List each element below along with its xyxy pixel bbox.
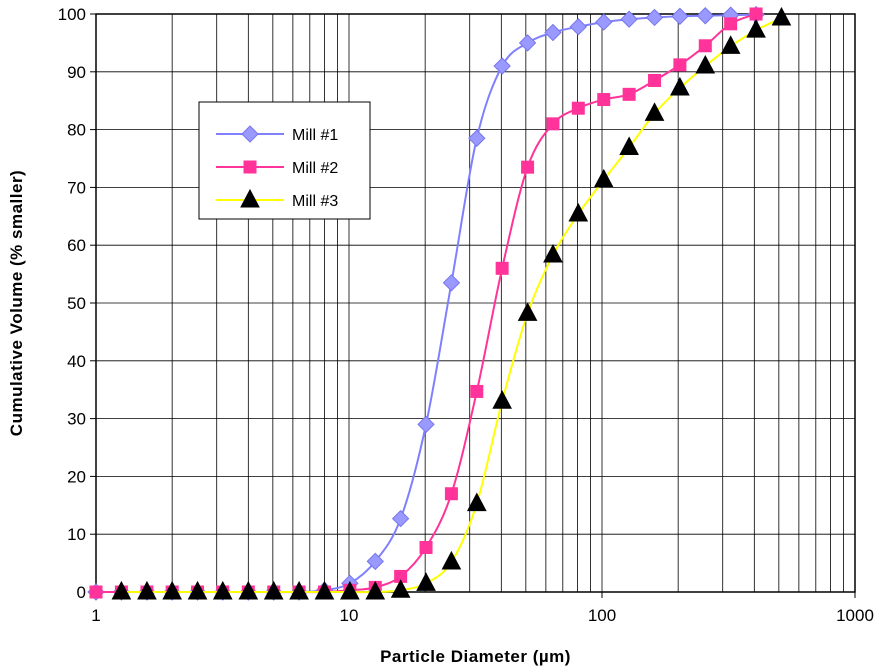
data-point bbox=[645, 8, 664, 27]
data-point bbox=[698, 39, 712, 53]
y-tick-label: 100 bbox=[58, 5, 86, 24]
data-point bbox=[441, 550, 462, 570]
legend-marker bbox=[241, 125, 259, 143]
data-point bbox=[518, 34, 537, 52]
data-point bbox=[492, 390, 512, 409]
data-point bbox=[391, 509, 410, 528]
data-point bbox=[544, 23, 562, 42]
legend-marker bbox=[240, 188, 260, 208]
legend-label: Mill #3 bbox=[292, 193, 338, 210]
data-point bbox=[543, 243, 563, 263]
x-axis-ticks: 1 10 100 1000 bbox=[91, 592, 874, 625]
data-point bbox=[673, 58, 687, 72]
data-point bbox=[468, 129, 486, 147]
data-point bbox=[720, 35, 741, 54]
legend-label: Mill #2 bbox=[292, 160, 338, 177]
data-point bbox=[517, 302, 538, 321]
data-point bbox=[89, 585, 103, 599]
legend: Mill #1 Mill #2 Mill #3 bbox=[198, 101, 371, 220]
legend-item-mill-3: Mill #3 bbox=[216, 188, 338, 210]
legend-marker bbox=[243, 160, 257, 174]
y-tick-label: 70 bbox=[67, 178, 86, 197]
data-point bbox=[546, 117, 560, 131]
data-point bbox=[314, 580, 335, 600]
data-point bbox=[597, 93, 611, 107]
data-point bbox=[495, 261, 509, 275]
data-point bbox=[595, 13, 613, 31]
y-axis-title: Cumulative Volume (% smaller) bbox=[7, 170, 26, 436]
y-tick-label: 20 bbox=[67, 467, 86, 486]
data-point bbox=[238, 580, 259, 600]
y-tick-label: 50 bbox=[67, 294, 86, 313]
data-point bbox=[417, 415, 435, 434]
x-axis-title: Particle Diameter (µm) bbox=[380, 647, 571, 666]
x-tick-label: 1 bbox=[91, 606, 100, 625]
y-tick-label: 30 bbox=[67, 410, 86, 429]
data-point bbox=[470, 384, 484, 398]
data-point bbox=[137, 580, 157, 600]
data-point bbox=[366, 552, 384, 571]
legend-box bbox=[198, 101, 371, 220]
data-point bbox=[289, 580, 309, 600]
data-point bbox=[619, 136, 639, 156]
data-point bbox=[771, 6, 792, 26]
data-point bbox=[648, 73, 662, 87]
data-point bbox=[749, 7, 763, 21]
y-axis-ticks: 0 10 20 30 40 50 60 70 80 90 100 bbox=[58, 5, 96, 602]
data-point bbox=[724, 17, 738, 31]
data-point bbox=[569, 18, 588, 36]
series-mill-3 bbox=[111, 6, 792, 600]
data-point bbox=[521, 160, 535, 174]
data-point bbox=[212, 580, 233, 600]
legend-item-mill-2: Mill #2 bbox=[216, 160, 338, 177]
data-point bbox=[263, 580, 284, 600]
series-line bbox=[121, 17, 782, 594]
y-tick-label: 60 bbox=[67, 236, 86, 255]
data-point bbox=[365, 580, 386, 600]
y-tick-label: 40 bbox=[67, 352, 86, 371]
data-point bbox=[340, 580, 360, 600]
y-tick-label: 90 bbox=[67, 63, 86, 82]
data-point bbox=[162, 580, 182, 600]
data-point bbox=[746, 19, 766, 38]
data-point bbox=[416, 572, 436, 591]
data-point bbox=[696, 7, 714, 25]
data-point bbox=[466, 492, 487, 512]
data-point bbox=[493, 57, 511, 75]
data-point bbox=[568, 202, 589, 222]
data-point bbox=[644, 102, 665, 121]
data-point bbox=[670, 76, 690, 96]
data-point bbox=[442, 274, 461, 292]
data-point bbox=[571, 101, 585, 115]
data-point bbox=[622, 87, 636, 101]
data-point bbox=[593, 168, 614, 188]
data-point bbox=[187, 580, 208, 600]
data-point bbox=[390, 579, 411, 598]
data-point bbox=[444, 487, 458, 501]
data-point bbox=[419, 540, 433, 554]
x-tick-label: 10 bbox=[340, 606, 359, 625]
legend-label: Mill #1 bbox=[292, 127, 338, 144]
data-point bbox=[620, 10, 638, 28]
data-point bbox=[394, 569, 408, 583]
x-tick-label: 100 bbox=[588, 606, 616, 625]
x-tick-label: 1000 bbox=[836, 606, 874, 625]
data-point bbox=[671, 7, 689, 26]
y-tick-label: 80 bbox=[67, 121, 86, 140]
y-tick-label: 0 bbox=[77, 583, 86, 602]
series-layer bbox=[87, 5, 792, 601]
legend-item-mill-1: Mill #1 bbox=[216, 125, 338, 144]
data-point bbox=[111, 580, 132, 600]
y-tick-label: 10 bbox=[67, 525, 86, 544]
data-point bbox=[695, 54, 716, 74]
